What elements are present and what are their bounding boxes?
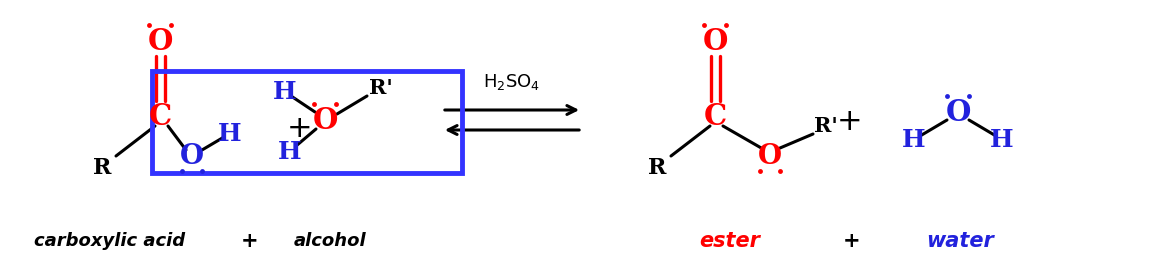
Text: R: R — [647, 157, 666, 179]
Text: H: H — [990, 128, 1013, 152]
Text: water: water — [927, 231, 994, 251]
Text: H: H — [218, 122, 242, 146]
Text: $\mathsf{H_2SO_4}$: $\mathsf{H_2SO_4}$ — [483, 72, 541, 92]
Text: +: + — [287, 114, 313, 142]
Text: O: O — [945, 98, 971, 126]
Text: ester: ester — [699, 231, 760, 251]
Text: C: C — [704, 101, 726, 131]
Text: C: C — [149, 101, 171, 131]
Text: +: + — [242, 231, 259, 251]
Text: +: + — [843, 231, 861, 251]
Text: R': R' — [369, 78, 393, 98]
Text: H: H — [902, 128, 925, 152]
Text: O: O — [179, 142, 204, 170]
Text: alcohol: alcohol — [293, 232, 366, 250]
Text: carboxylic acid: carboxylic acid — [34, 232, 185, 250]
Text: O: O — [758, 142, 782, 170]
Text: H: H — [273, 80, 297, 104]
Text: O: O — [703, 27, 727, 55]
Text: H: H — [278, 140, 301, 164]
Text: O: O — [312, 106, 338, 134]
Text: +: + — [838, 107, 863, 135]
Text: R': R' — [814, 116, 838, 136]
Text: R: R — [93, 157, 111, 179]
Text: O: O — [148, 27, 172, 55]
